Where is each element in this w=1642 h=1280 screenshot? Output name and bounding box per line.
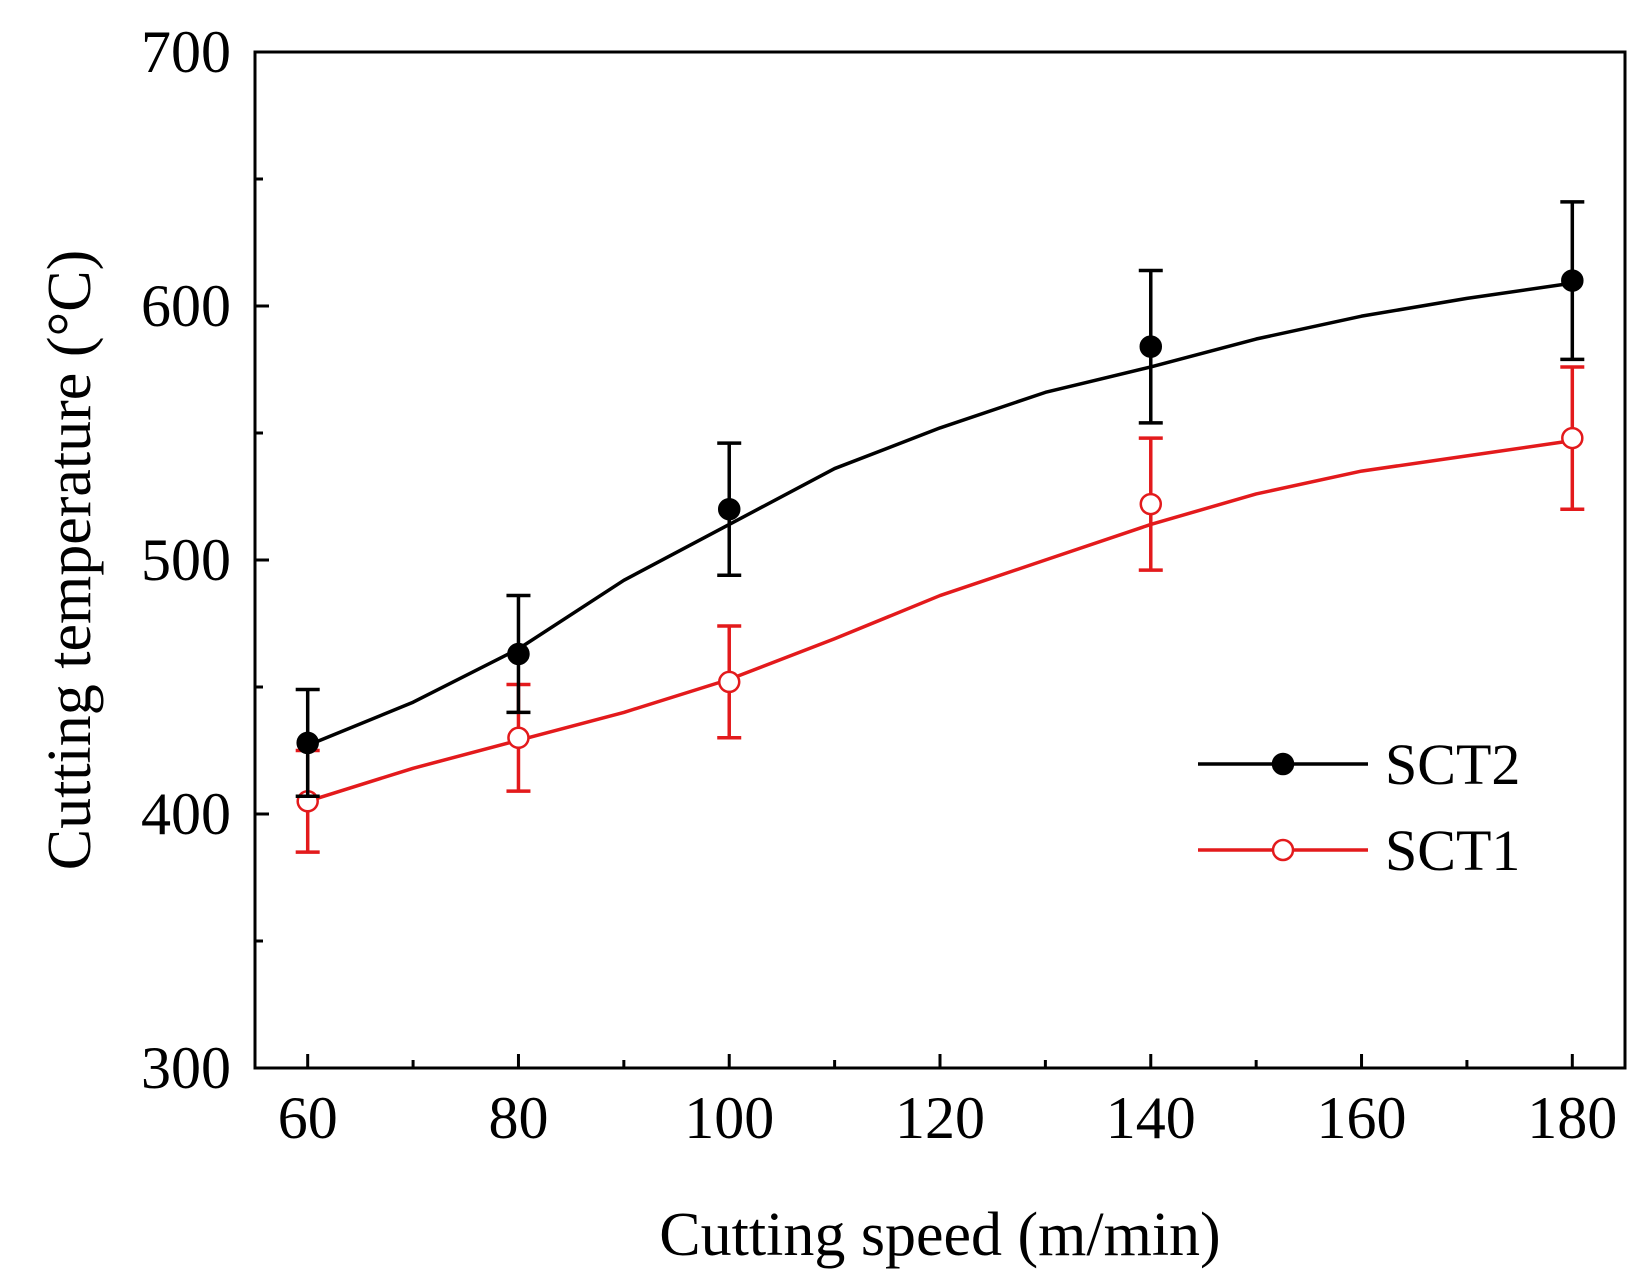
y-tick-label: 700: [141, 19, 231, 85]
data-point: [296, 731, 319, 755]
data-point: [717, 670, 741, 694]
legend: SCT2 SCT1: [1198, 732, 1520, 883]
data-point: [507, 726, 530, 750]
axis-ticks: 60 80 100 120 140 160 180 300 400 500 600 700: [141, 19, 1617, 1151]
series-line-sct1: [307, 438, 1573, 803]
x-tick-label: 60: [278, 1085, 338, 1151]
x-axis-title: Cutting speed (m/min): [659, 1201, 1220, 1269]
legend-label-sct1: SCT1: [1385, 818, 1520, 883]
plot-frame: [253, 50, 1627, 1070]
y-tick-label: 400: [141, 781, 231, 847]
data-point: [717, 497, 741, 521]
data-point: [1561, 426, 1584, 450]
legend-marker-sct1: [1271, 838, 1295, 862]
x-tick-label: 120: [895, 1085, 985, 1151]
data-point: [1139, 492, 1163, 516]
x-tick-label: 160: [1317, 1085, 1407, 1151]
y-tick-label: 500: [141, 527, 231, 593]
data-point: [507, 642, 530, 666]
series-line-sct2: [307, 281, 1573, 748]
data-point: [1139, 335, 1163, 358]
x-tick-label: 180: [1527, 1085, 1617, 1151]
x-tick-label: 80: [488, 1085, 548, 1151]
series-layer: [295, 200, 1585, 854]
y-tick-label: 600: [141, 273, 231, 339]
series-sct1: [295, 365, 1585, 854]
data-point: [1561, 269, 1584, 292]
y-tick-label: 300: [141, 1035, 231, 1101]
legend-marker-sct2: [1271, 752, 1295, 776]
series-sct2: [295, 200, 1585, 798]
y-axis-title: Cutting temperature (°C): [36, 250, 104, 871]
legend-label-sct2: SCT2: [1385, 732, 1520, 797]
x-tick-label: 100: [684, 1085, 774, 1151]
x-tick-label: 140: [1106, 1085, 1196, 1151]
